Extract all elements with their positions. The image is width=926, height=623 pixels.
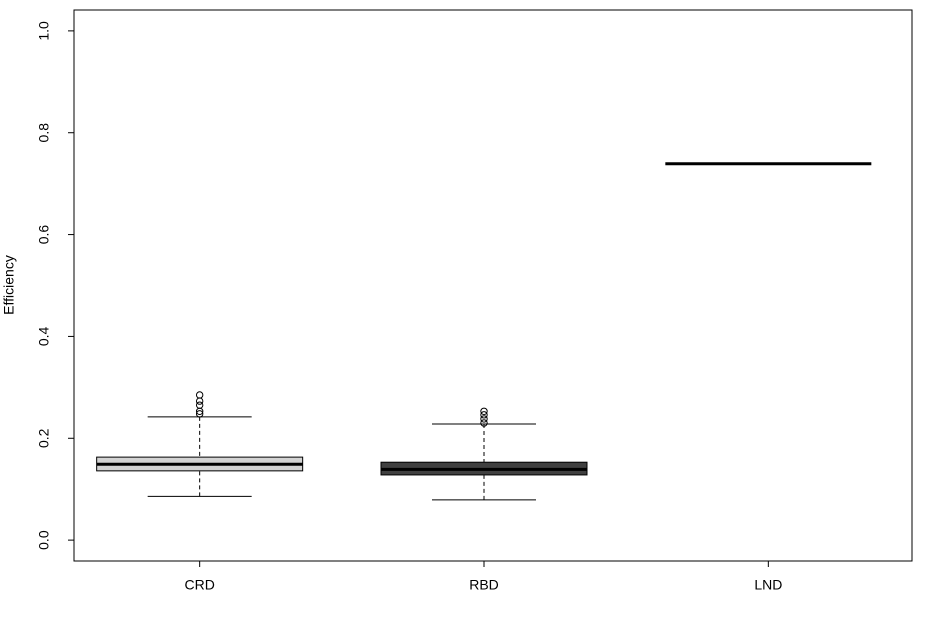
y-tick-label: 0.2	[36, 428, 52, 448]
outlier	[195, 410, 204, 418]
x-tick-label: RBD	[469, 577, 499, 593]
outlier	[195, 391, 204, 399]
y-axis-label: Efficiency	[1, 255, 17, 315]
outlier	[480, 407, 488, 415]
x-tick-label: LND	[754, 577, 782, 593]
outlier	[195, 397, 204, 405]
outlier	[480, 411, 488, 419]
x-tick-label: CRD	[184, 577, 214, 593]
outlier	[480, 415, 488, 423]
y-tick-label: 0.8	[36, 123, 52, 143]
y-tick-label: 0.4	[36, 326, 52, 346]
y-tick-label: 0.0	[36, 530, 52, 550]
plot-frame	[73, 9, 913, 562]
y-tick-label: 1.0	[36, 21, 52, 41]
outlier	[480, 419, 488, 427]
y-tick-label: 0.6	[36, 225, 52, 245]
outlier	[195, 401, 204, 409]
